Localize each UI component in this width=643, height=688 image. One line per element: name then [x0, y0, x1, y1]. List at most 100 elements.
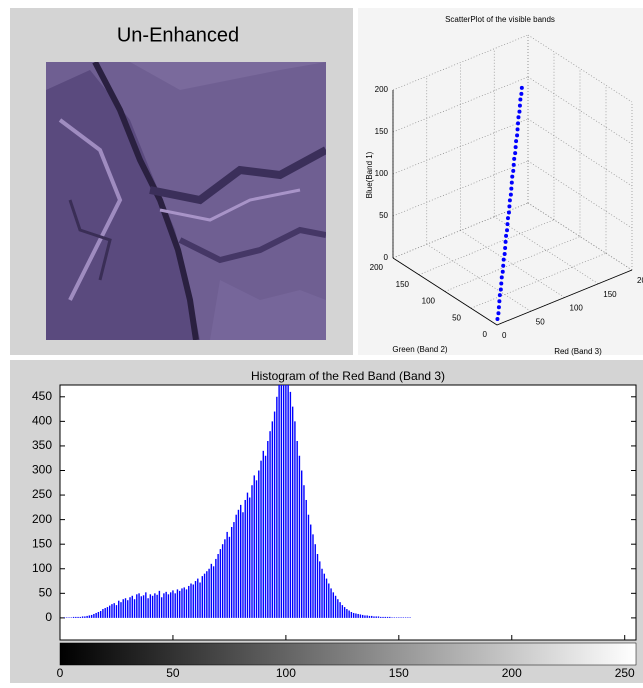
scatter-point — [506, 222, 510, 226]
bar — [249, 498, 250, 618]
bar — [328, 583, 329, 617]
scatter-point — [505, 228, 509, 232]
bar — [303, 485, 304, 618]
bar — [98, 612, 99, 618]
bar — [118, 601, 119, 618]
x-tick-label: 200 — [637, 276, 643, 285]
bar — [226, 532, 227, 618]
bar — [353, 613, 354, 618]
bar — [301, 470, 302, 617]
bar — [346, 609, 347, 618]
bar — [91, 615, 92, 618]
scatter-point — [508, 198, 512, 202]
bar — [294, 421, 295, 618]
bar — [141, 596, 142, 618]
bar — [190, 583, 191, 617]
bar — [125, 598, 126, 618]
bar — [333, 592, 334, 618]
bar — [238, 510, 239, 618]
bar — [202, 576, 203, 618]
y-tick-label: 200 — [32, 512, 52, 526]
bar — [150, 594, 151, 618]
bar — [317, 554, 318, 618]
chart-title: Histogram of the Red Band (Band 3) — [251, 369, 445, 383]
bar — [213, 566, 214, 618]
z-tick-label: 0 — [384, 253, 389, 262]
bar — [204, 574, 205, 618]
scatter-point — [512, 163, 516, 167]
scatter-point — [507, 204, 511, 208]
bar — [123, 599, 124, 618]
scatter-point — [511, 169, 515, 173]
x-tick-label: 250 — [615, 666, 635, 680]
bar — [278, 377, 279, 618]
bar — [193, 584, 194, 617]
bar — [355, 613, 356, 617]
bar — [385, 617, 386, 618]
scatter-point — [518, 104, 522, 108]
bar — [285, 367, 286, 618]
x-tick-label: 150 — [389, 666, 409, 680]
bar — [267, 441, 268, 618]
x-tick-label: 50 — [536, 317, 545, 326]
bar — [242, 512, 243, 618]
bar — [310, 525, 311, 618]
scatter-point — [496, 311, 500, 315]
bar — [337, 599, 338, 618]
scatter-point — [503, 246, 507, 250]
y-tick-label: 400 — [32, 414, 52, 428]
bar — [276, 397, 277, 618]
bar — [357, 614, 358, 618]
bar — [292, 407, 293, 618]
bar — [362, 615, 363, 618]
scatter-point — [514, 139, 518, 143]
scatter-panel — [358, 8, 643, 355]
bar — [319, 561, 320, 618]
bar — [306, 500, 307, 618]
bar — [154, 593, 155, 618]
x-tick-label: 100 — [276, 666, 296, 680]
colorbar — [60, 643, 636, 665]
scatter-point — [517, 110, 521, 114]
bar — [220, 549, 221, 618]
scatter-point — [504, 240, 508, 244]
y-tick-label: 100 — [422, 297, 436, 306]
bar — [179, 591, 180, 618]
bar — [324, 574, 325, 618]
scatter-point — [513, 151, 517, 155]
bar — [165, 592, 166, 618]
bar — [235, 515, 236, 618]
bar — [299, 456, 300, 618]
bar — [364, 615, 365, 617]
scatter-point — [504, 234, 508, 238]
scatter-point — [498, 293, 502, 297]
scatter-point — [514, 145, 518, 149]
bar — [369, 616, 370, 618]
bar — [129, 597, 130, 618]
y-tick-label: 50 — [39, 585, 53, 599]
bar — [224, 539, 225, 618]
z-axis-label: Blue(Band 1) — [365, 151, 374, 198]
scatter-point — [510, 181, 514, 185]
bar — [161, 597, 162, 618]
bar — [290, 392, 291, 618]
bar — [104, 608, 105, 618]
bar — [84, 616, 85, 617]
scatter-point — [512, 157, 516, 161]
x-tick-label: 200 — [502, 666, 522, 680]
bar — [152, 596, 153, 618]
bar — [89, 615, 90, 617]
bar — [258, 470, 259, 617]
bar — [145, 592, 146, 618]
scatter-point — [507, 210, 511, 214]
bar — [181, 588, 182, 617]
bar — [247, 493, 248, 618]
bar — [256, 480, 257, 618]
scatter-point — [497, 305, 501, 309]
scatter-point — [518, 98, 522, 102]
bar — [195, 581, 196, 618]
bar — [351, 612, 352, 618]
bar — [296, 441, 297, 618]
